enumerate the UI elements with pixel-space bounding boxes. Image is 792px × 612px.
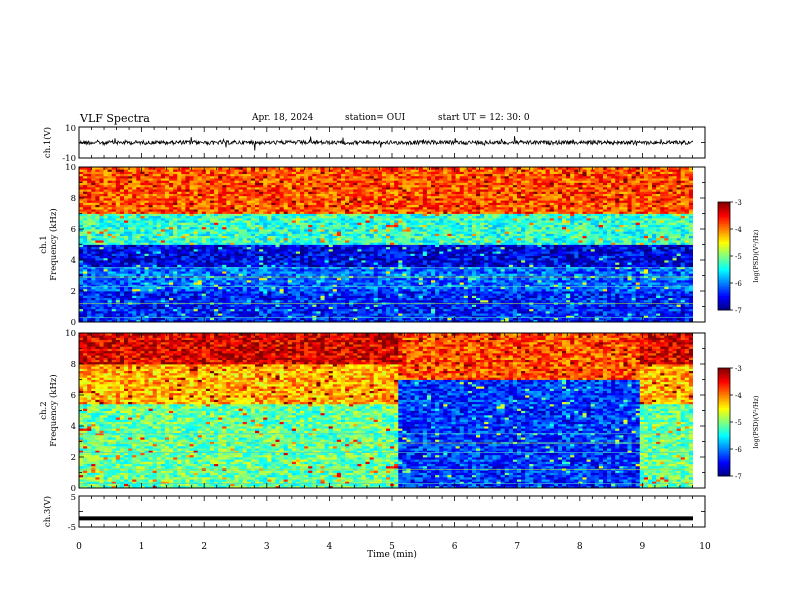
ch2-spectrogram-colorbar-tick--7: -7 (735, 473, 742, 481)
plot-title: VLF Spectra (80, 112, 150, 125)
ch1-waveform-trace (78, 135, 694, 151)
ch1-waveform-ytick-bottom: -10 (62, 154, 76, 164)
ch2-spectrogram-ytick-10: 10 (65, 329, 76, 339)
ch2-spectrogram-ytick-6: 6 (71, 391, 76, 401)
ch1-spectrogram-ylabel-channel: ch.1 (39, 235, 49, 253)
xtick-1: 1 (139, 542, 145, 552)
ch2-spectrogram-colorbar-tick--6: -6 (735, 446, 742, 454)
ch1-waveform-ylabel: ch.1(V) (42, 127, 53, 158)
xtick-3: 3 (264, 542, 270, 552)
ch2-spectrogram-ylabel-frequency: Frequency (kHz) (48, 374, 59, 446)
xtick-8: 8 (577, 542, 583, 552)
ch1-spectrogram-ytick-8: 8 (71, 194, 76, 204)
xtick-0: 0 (76, 542, 82, 552)
ch2-spectrogram-colorbar-tick--5: -5 (735, 419, 742, 427)
ch1-spectrogram-colorbar-tick--7: -7 (735, 307, 742, 315)
xtick-2: 2 (201, 542, 207, 552)
ch1-waveform-ytick-top: 10 (65, 124, 76, 134)
station-label: station= OUI (345, 113, 405, 123)
date-label: Apr. 18, 2024 (252, 113, 313, 123)
ch1-spectrogram-ytick-0: 0 (71, 318, 76, 328)
xtick-9: 9 (640, 542, 646, 552)
ch1-spectrogram-ytick-10: 10 (65, 163, 76, 173)
ch2-spectrogram-ytick-4: 4 (71, 422, 76, 432)
ch2-spectrogram-ytick-2: 2 (71, 453, 76, 463)
xtick-5: 5 (389, 542, 395, 552)
ch2-spectrogram-colorbar-tick--3: -3 (735, 365, 742, 373)
xtick-10: 10 (699, 542, 711, 552)
ch1-spectrogram-colorbar-tick--5: -5 (735, 253, 742, 261)
ch2-spectrogram-colorbar-label: log(PSD)(V²/Hz) (752, 395, 760, 448)
ch3-waveform-ytick-bottom: -5 (68, 523, 76, 533)
ch2-spectrogram-image (79, 333, 694, 489)
ch2-spectrogram-colorbar-tick--4: -4 (735, 392, 742, 400)
xtick-4: 4 (327, 542, 333, 552)
ch1-spectrogram-colorbar-tick--3: -3 (735, 199, 742, 207)
ch3-waveform-ytick-top: 5 (71, 493, 76, 503)
ch1-spectrogram-ytick-4: 4 (71, 256, 76, 266)
ch1-spectrogram-ytick-6: 6 (71, 225, 76, 235)
xtick-6: 6 (452, 542, 458, 552)
ch2-spectrogram-ytick-8: 8 (71, 360, 76, 370)
x-axis-label: Time (min) (367, 549, 417, 560)
ch1-spectrogram-colorbar-tick--6: -6 (735, 280, 742, 288)
ch2-spectrogram-ytick-0: 0 (71, 484, 76, 494)
ch2-spectrogram-ylabel-channel: ch.2 (39, 401, 49, 419)
start-time-label: start UT = 12: 30: 0 (438, 113, 530, 123)
ch1-spectrogram-ytick-2: 2 (71, 287, 76, 297)
ch3-waveform-ylabel: ch.3(V) (42, 496, 53, 527)
ch1-spectrogram-ylabel-frequency: Frequency (kHz) (48, 208, 59, 280)
ch1-spectrogram-colorbar-tick--4: -4 (735, 226, 742, 234)
ch1-spectrogram-image (79, 167, 694, 323)
ch1-spectrogram-colorbar-label: log(PSD)(V²/Hz) (752, 229, 760, 282)
xtick-7: 7 (514, 542, 520, 552)
